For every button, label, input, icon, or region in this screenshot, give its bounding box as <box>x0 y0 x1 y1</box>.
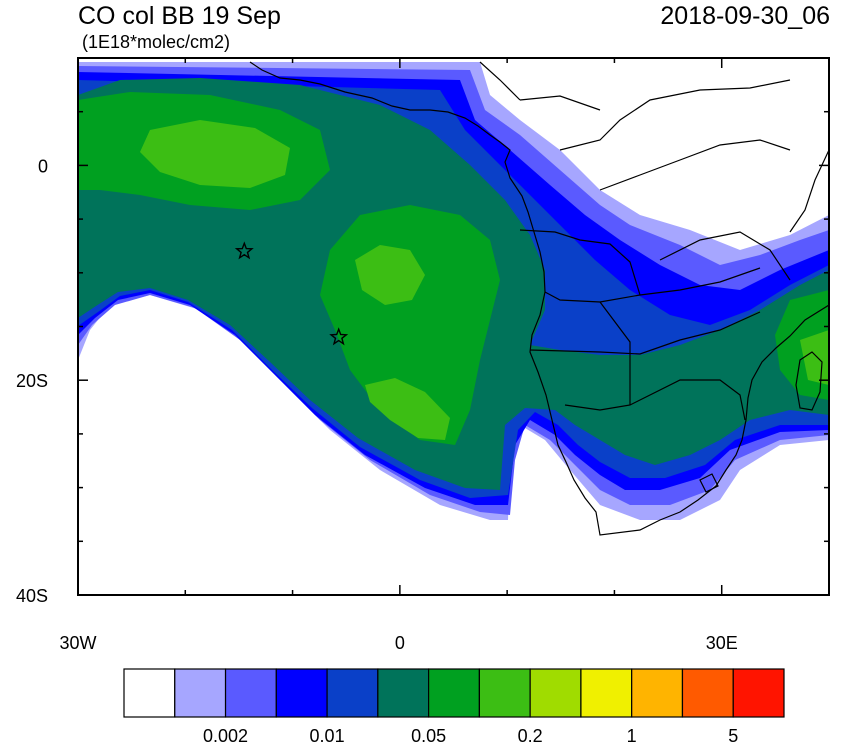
colorbar-label: 5 <box>728 726 738 746</box>
colorbar-label: 0.05 <box>411 726 446 746</box>
colorbar-box <box>428 668 480 718</box>
colorbar-box <box>275 668 328 718</box>
datetime-label: 2018-09-30_06 <box>660 2 830 30</box>
colorbar-box <box>580 668 633 718</box>
colorbar-box <box>681 668 734 718</box>
x-tick-label: 0 <box>395 633 405 653</box>
tick-marks <box>77 57 830 596</box>
star-marker <box>329 327 349 346</box>
contour-light-green <box>355 245 425 305</box>
colorbar-box <box>224 668 277 718</box>
colorbar-box <box>631 668 684 718</box>
x-tick-label: 30E <box>706 633 738 653</box>
site-markers <box>234 241 349 346</box>
contour-light-green <box>140 120 290 188</box>
country-borders <box>479 61 791 421</box>
colorbar-box <box>377 668 430 718</box>
star-marker <box>234 241 254 260</box>
colorbar-box <box>174 668 227 718</box>
colorbar-box <box>478 668 531 718</box>
colorbar-box <box>326 668 379 718</box>
colorbar-labels: 0.002 0.01 0.05 0.2 1 5 <box>203 726 738 746</box>
y-tick-label: 0 <box>38 156 48 176</box>
y-tick-label: 20S <box>16 371 48 391</box>
colorbar-label: 0.01 <box>310 726 345 746</box>
madagascar-outline <box>795 351 823 411</box>
map-title: CO col BB 19 Sep <box>78 2 281 30</box>
colorbar-label: 1 <box>627 726 637 746</box>
coastline-layer <box>249 61 829 536</box>
axis-labels: 0 20S 40S 30W 0 30E <box>16 156 738 653</box>
colorbar-label: 0.002 <box>203 726 248 746</box>
colorbar <box>123 668 785 718</box>
x-tick-label: 30W <box>59 633 96 653</box>
units-label: (1E18*molec/cm2) <box>82 32 231 52</box>
y-tick-label: 40S <box>16 586 48 606</box>
colorbar-label: 0.2 <box>518 726 543 746</box>
co-column-field <box>78 62 829 520</box>
africa-coastline <box>249 61 829 536</box>
colorbar-box <box>732 668 785 718</box>
contour-light-green <box>365 378 450 440</box>
lesotho-outline <box>699 473 719 493</box>
colorbar-box <box>529 668 582 718</box>
colorbar-box <box>123 668 176 718</box>
